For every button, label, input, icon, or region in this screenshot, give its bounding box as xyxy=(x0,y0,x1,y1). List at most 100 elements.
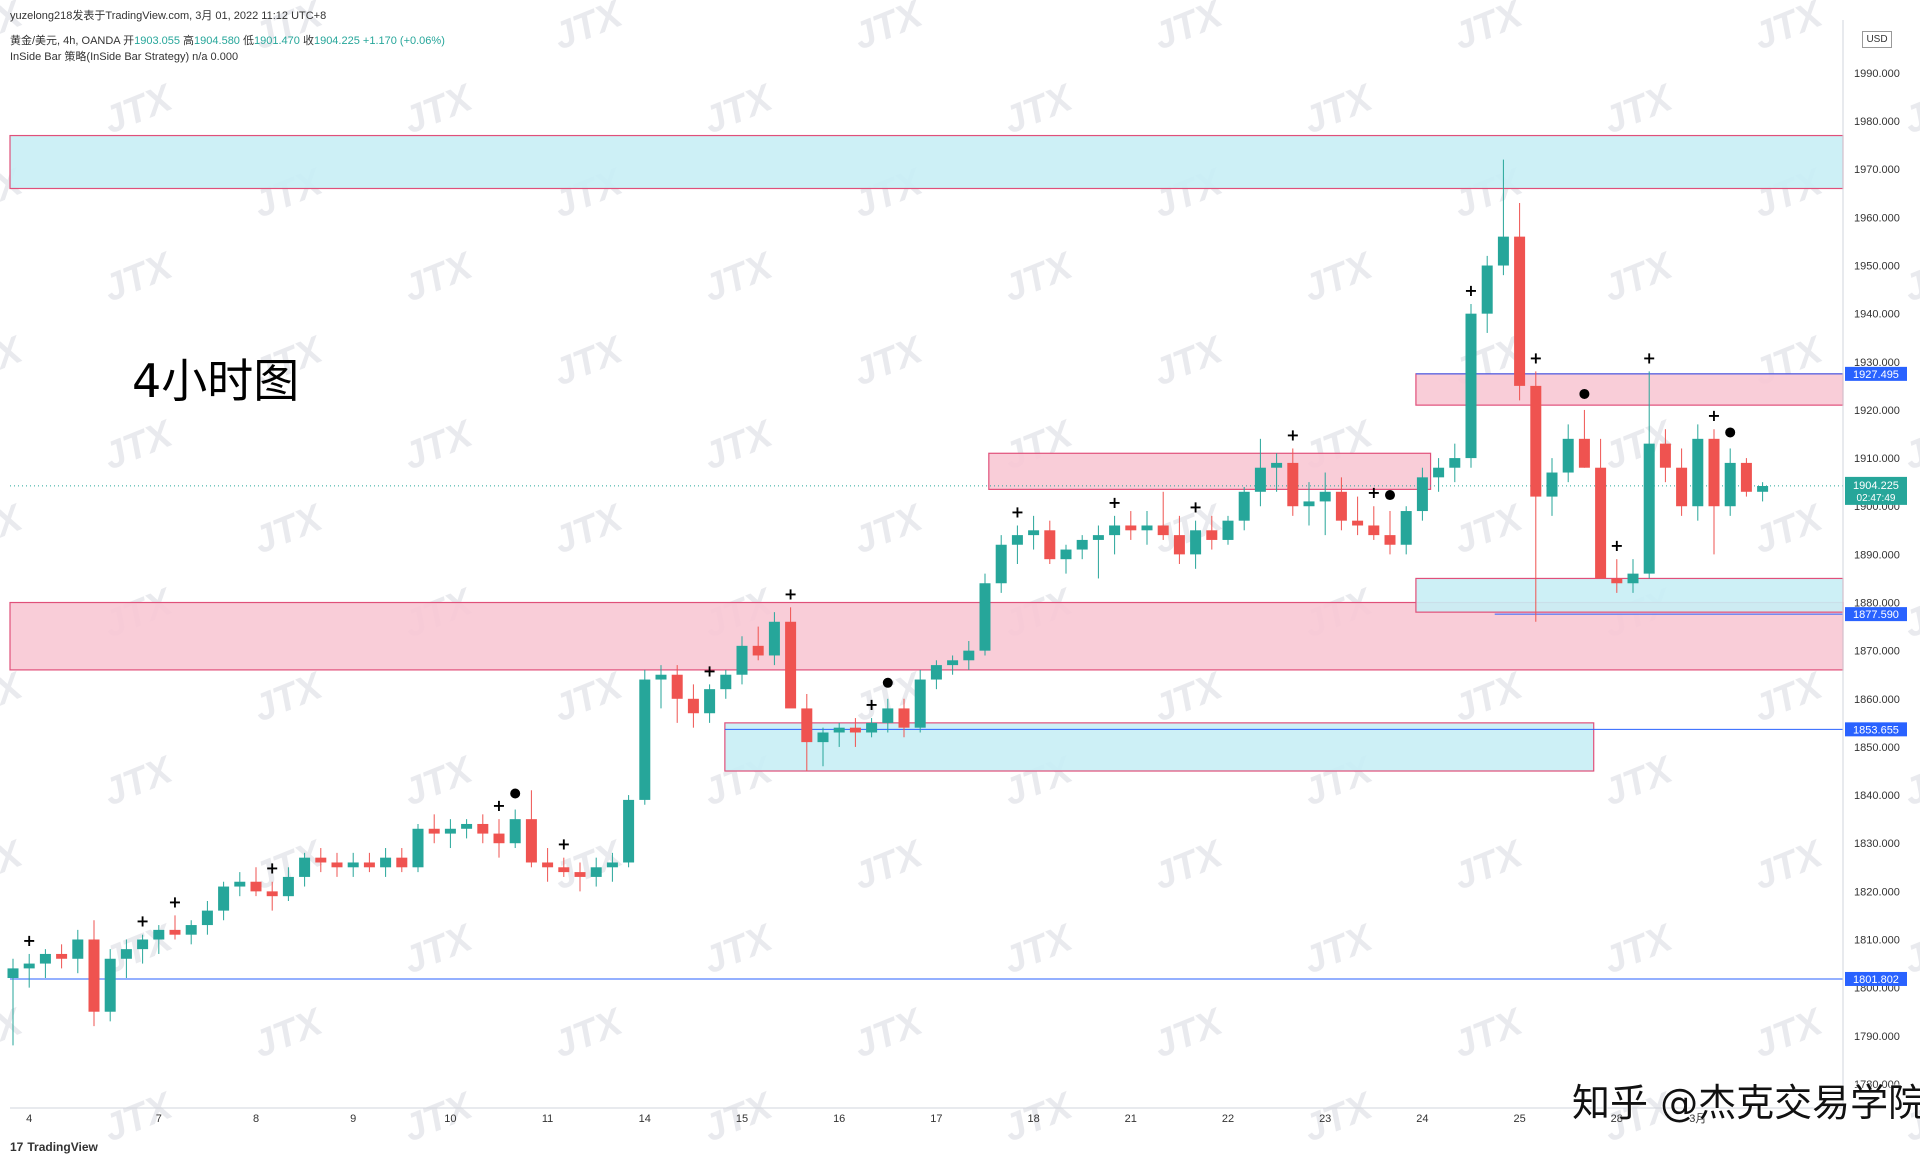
watermark-text: JTX xyxy=(698,244,781,310)
tradingview-logo[interactable]: 17 TradingView xyxy=(10,1140,98,1154)
time-tick-label: 22 xyxy=(1222,1113,1234,1125)
candle-body xyxy=(428,828,440,834)
price-tick-label: 1780.000 xyxy=(1854,1079,1900,1091)
inside-bar-plus-marker: + xyxy=(1707,406,1720,425)
current-price-tag-box xyxy=(1845,476,1907,505)
watermark-text: JTX xyxy=(1598,916,1681,982)
watermark-text: JTX xyxy=(398,244,481,310)
candle-body xyxy=(1692,438,1704,507)
time-tick-label: 7 xyxy=(156,1113,162,1125)
candle-body xyxy=(963,650,975,661)
watermark-text: JTX xyxy=(548,328,631,394)
candle-body xyxy=(1530,385,1542,497)
candle-body xyxy=(542,862,554,868)
price-tag-label: 1927.495 xyxy=(1853,369,1899,381)
price-tick-label: 1830.000 xyxy=(1854,838,1900,850)
candle-body xyxy=(1627,573,1639,584)
candle-body xyxy=(866,722,878,733)
time-tick-label: 24 xyxy=(1416,1113,1428,1125)
watermark-text: JTX xyxy=(548,496,631,562)
watermark-text: JTX xyxy=(548,0,631,58)
candle-body xyxy=(947,660,959,666)
candle-body xyxy=(380,857,392,868)
candle-body xyxy=(56,953,68,959)
time-axis[interactable]: 4 7 8 9 10 11 14 15 16 17 18 21 22 23 24 25 28 3月 xyxy=(26,1113,1706,1125)
candle-body xyxy=(558,867,570,873)
candle-body xyxy=(331,862,343,868)
low-value: 1901.470 xyxy=(254,35,300,47)
indicator-legend[interactable]: InSide Bar 策略(InSide Bar Strategy) n/a 0… xyxy=(10,51,239,63)
watermark-text: JTX xyxy=(698,916,781,982)
candle-body xyxy=(606,862,618,868)
watermark-text: JTX xyxy=(1598,748,1681,814)
watermark-text: JTX xyxy=(398,1084,481,1150)
price-tick-label: 1930.000 xyxy=(1854,357,1900,369)
candle-body xyxy=(23,963,35,969)
inside-bar-plus-marker: + xyxy=(557,835,570,854)
candle-body xyxy=(201,910,213,926)
close-value: 1904.225 xyxy=(313,35,360,47)
time-tick-label: 8 xyxy=(253,1113,259,1125)
price-tick-label: 1990.000 xyxy=(1854,68,1900,80)
candle-body xyxy=(153,929,165,940)
inside-bar-plus-marker: + xyxy=(1011,502,1024,521)
candle-body xyxy=(1173,535,1185,555)
candle-body xyxy=(930,665,942,680)
candle-body xyxy=(1044,530,1056,560)
watermark-text: JTX xyxy=(1898,244,1920,310)
price-tag-label: 1853.655 xyxy=(1853,724,1899,736)
price-tick-label: 1980.000 xyxy=(1854,116,1900,128)
candle-body xyxy=(833,727,845,733)
candle-body xyxy=(1303,501,1315,507)
price-axis[interactable]: 1780.0001790.0001800.0001810.0001820.000… xyxy=(1854,68,1900,1091)
candle-body xyxy=(995,544,1007,584)
candle-body xyxy=(687,698,699,714)
currency-label: USD xyxy=(1862,31,1892,48)
candle-body xyxy=(444,828,456,834)
watermark-text: JTX xyxy=(98,244,181,310)
candle-body xyxy=(1578,438,1590,468)
inside-bar-plus-marker: + xyxy=(1286,425,1299,444)
candle-body xyxy=(1757,486,1769,492)
candle-body xyxy=(234,881,246,887)
price-tick-label: 1910.000 xyxy=(1854,453,1900,465)
levels-layer xyxy=(10,373,1843,980)
candle-body xyxy=(849,727,861,733)
candle-body xyxy=(1287,462,1299,507)
demand-zone xyxy=(1415,577,1844,613)
brand-watermark: 知乎 @杰克交易学院 xyxy=(1572,1081,1920,1125)
candle-body xyxy=(1352,520,1364,526)
watermark-text: JTX xyxy=(0,664,30,730)
watermark-text: JTX xyxy=(1448,1000,1531,1066)
time-tick-label: 14 xyxy=(639,1113,651,1125)
watermark-text: JTX xyxy=(1898,412,1920,478)
inside-bar-plus-marker: + xyxy=(1529,348,1542,367)
watermark-text: JTX xyxy=(248,664,331,730)
symbol-name: 黄金/美元, 4h, OANDA xyxy=(10,35,121,47)
candle-body xyxy=(639,679,651,800)
watermark-text: JTX xyxy=(1298,1084,1381,1150)
candle-body xyxy=(509,819,521,844)
candle-body xyxy=(1060,549,1072,560)
candle-body xyxy=(882,708,894,723)
watermark-text: JTX xyxy=(98,748,181,814)
price-tick-label: 1860.000 xyxy=(1854,694,1900,706)
candle-body xyxy=(1724,462,1736,507)
candle-body xyxy=(218,886,230,911)
candle-body xyxy=(1643,443,1655,574)
candle-body xyxy=(7,968,19,979)
candle-body xyxy=(785,621,797,709)
watermark-text: JTX xyxy=(98,76,181,142)
close-label: 收 xyxy=(302,35,314,47)
watermark-text: JTX xyxy=(848,1000,931,1066)
price-tick-label: 1970.000 xyxy=(1854,164,1900,176)
watermark-text: JTX xyxy=(1898,748,1920,814)
candle-body xyxy=(1481,265,1493,314)
candle-body xyxy=(39,953,51,964)
watermark-text: JTX xyxy=(1148,832,1231,898)
candle-body xyxy=(396,857,408,868)
watermark-text: JTX xyxy=(998,244,1081,310)
candle-body xyxy=(120,949,132,959)
watermark-text: JTX xyxy=(1148,1000,1231,1066)
